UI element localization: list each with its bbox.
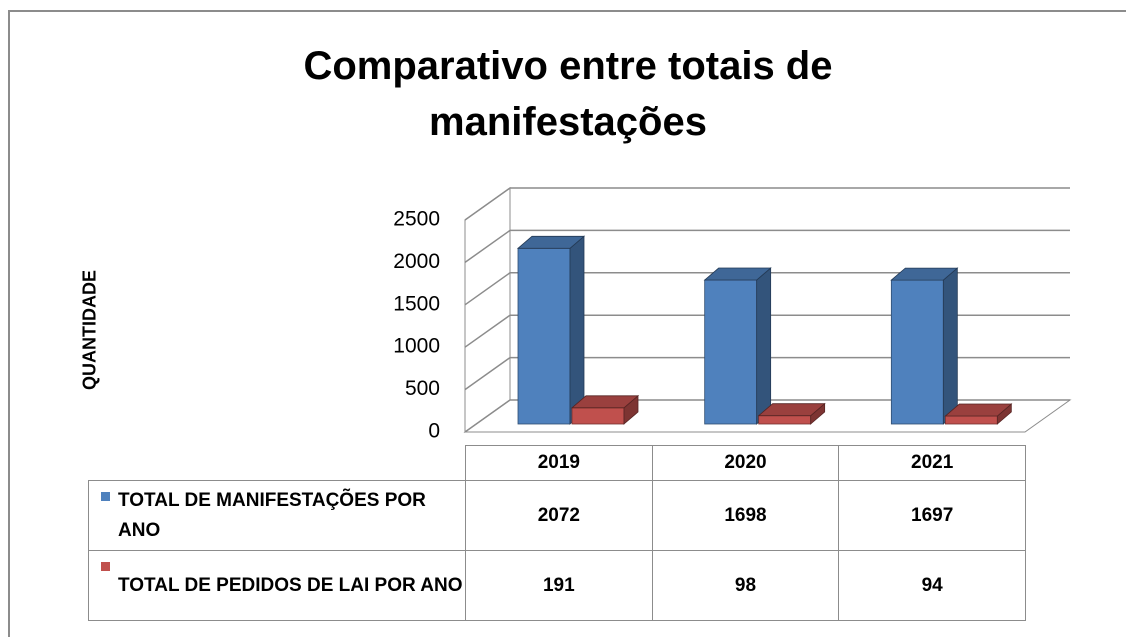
side-wall xyxy=(464,187,511,433)
y-tick-label: 2500 xyxy=(393,208,440,231)
bar-front xyxy=(944,415,998,425)
chart-frame xyxy=(8,10,1126,637)
grid-line xyxy=(464,314,1070,348)
table-value: 1697 xyxy=(838,480,1026,551)
table-header: 2019 xyxy=(465,445,653,481)
legend-entry: TOTAL DE MANIFESTAÇÕES POR ANO xyxy=(88,480,466,551)
chart-title: Comparativo entre totais de manifestaçõe… xyxy=(303,44,833,144)
y-tick-label: 2000 xyxy=(393,250,440,273)
table-value: 98 xyxy=(651,550,840,621)
table-value: 2072 xyxy=(465,480,653,551)
bar-top xyxy=(570,395,640,409)
bar xyxy=(944,403,1013,425)
table-header: 2021 xyxy=(838,445,1026,481)
bar-side xyxy=(942,267,958,425)
bar-side xyxy=(756,267,772,425)
bar-front xyxy=(571,407,625,425)
legend-entry: TOTAL DE PEDIDOS DE LAI POR ANO xyxy=(88,550,466,621)
grid-line xyxy=(464,272,1070,306)
table-value: 191 xyxy=(465,550,653,621)
table-header: 2020 xyxy=(651,445,840,481)
bar xyxy=(570,394,640,425)
bar xyxy=(890,267,959,425)
grid-line xyxy=(464,229,1070,264)
bar xyxy=(703,267,772,425)
table-value: 94 xyxy=(838,550,1026,621)
bar xyxy=(757,402,826,425)
legend-swatch xyxy=(101,492,110,501)
grid-line xyxy=(464,187,1070,221)
bar-front xyxy=(890,279,944,425)
legend-label: TOTAL DE PEDIDOS DE LAI POR ANO xyxy=(118,574,463,596)
y-tick-label: 500 xyxy=(405,377,440,400)
bar-side xyxy=(569,235,585,425)
bar-front xyxy=(517,247,571,425)
bar xyxy=(516,235,586,425)
bar-top xyxy=(703,267,772,281)
table-value: 1698 xyxy=(651,480,840,551)
bar-top xyxy=(890,267,959,281)
bar-top xyxy=(757,403,826,417)
bar-front xyxy=(704,279,758,425)
y-tick-label: 1000 xyxy=(393,335,440,358)
grid-line xyxy=(464,356,1070,391)
bar-top xyxy=(516,235,586,249)
bar-front xyxy=(758,415,812,425)
y-tick-label: 0 xyxy=(428,420,440,443)
legend-label: TOTAL DE MANIFESTAÇÕES POR ANO xyxy=(118,489,426,541)
bar-top xyxy=(944,403,1013,417)
grid-line xyxy=(464,399,1070,433)
y-tick-label: 1500 xyxy=(393,292,440,315)
legend-swatch xyxy=(101,562,110,571)
